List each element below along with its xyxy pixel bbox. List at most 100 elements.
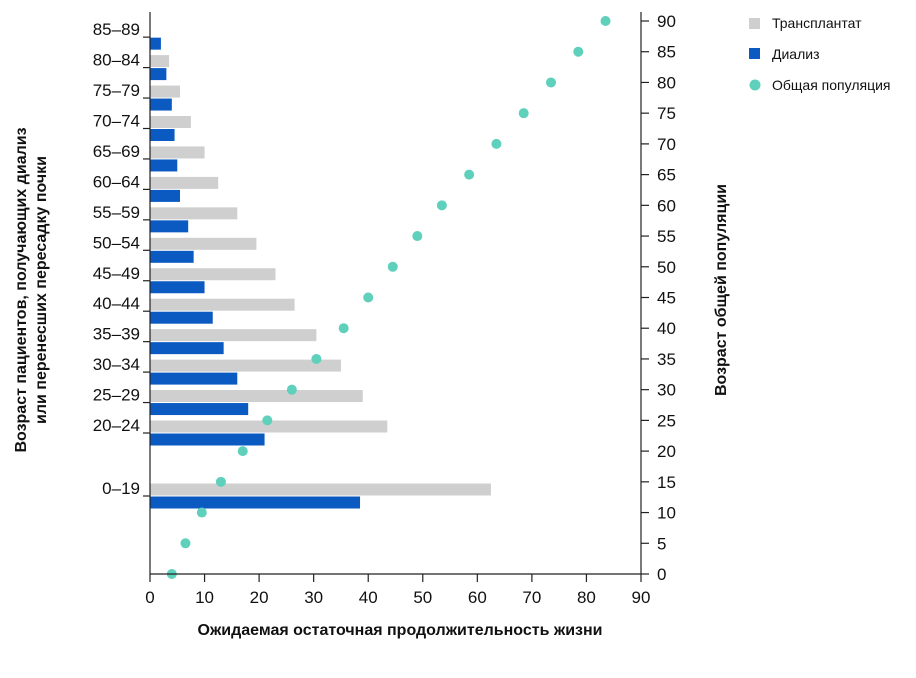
general-population-point-15 (215, 476, 226, 487)
right-y-tick-label-6: 30 (657, 381, 676, 400)
right-y-tick-label-16: 80 (657, 73, 676, 92)
right-y-tick-label-13: 65 (657, 166, 676, 185)
bar-dialysis-12 (150, 98, 172, 111)
general-population-point-8 (387, 261, 398, 272)
legend-swatch-transplant (749, 18, 760, 29)
general-population-point-13 (262, 415, 273, 426)
bar-transplant-2 (150, 390, 363, 403)
legend-label-general-population: Общая популяция (772, 77, 891, 93)
x-tick-label-0: 0 (145, 588, 154, 607)
bars-layer (150, 37, 491, 509)
legend: Трансплантат Диализ Общая популяция (749, 15, 891, 93)
general-population-point-6 (436, 200, 447, 211)
category-label-1: 20–24 (93, 416, 140, 435)
bar-dialysis-0 (150, 496, 361, 509)
category-label-8: 55–59 (93, 203, 140, 222)
x-tick-label-7: 70 (522, 588, 541, 607)
right-y-tick-label-1: 5 (657, 534, 666, 553)
right-y-tick-label-15: 75 (657, 104, 676, 123)
right-axis-title: Возраст общей популяции (713, 184, 730, 396)
axes-layer: 0 10 20 30 40 50 60 70 80 90 0 5 10 15 20 25 30 35 40 45 50 5… (93, 12, 676, 607)
right-y-tick-label-5: 25 (657, 411, 676, 430)
category-label-13: 80–84 (93, 51, 140, 70)
bar-transplant-11 (150, 116, 191, 128)
general-population-point-9 (363, 292, 374, 303)
category-label-14: 85–89 (93, 20, 140, 39)
general-population-point-12 (286, 384, 297, 395)
x-tick-label-6: 60 (468, 588, 487, 607)
x-tick-label-3: 30 (304, 588, 323, 607)
bar-dialysis-13 (150, 68, 167, 81)
bar-transplant-1 (150, 420, 388, 433)
general-population-point-16 (196, 507, 207, 518)
legend-marker-general-population (749, 79, 761, 91)
general-population-point-4 (491, 138, 502, 149)
category-label-4: 35–39 (93, 325, 140, 344)
general-population-point-17 (180, 538, 191, 549)
right-y-tick-label-12: 60 (657, 196, 676, 215)
bar-transplant-13 (150, 55, 170, 68)
category-label-12: 75–79 (93, 81, 140, 100)
general-population-point-1 (573, 46, 584, 57)
general-population-point-2 (545, 77, 556, 88)
bar-dialysis-3 (150, 372, 238, 385)
right-y-tick-label-3: 15 (657, 473, 676, 492)
bar-dialysis-6 (150, 281, 205, 294)
category-label-3: 30–34 (93, 355, 140, 374)
right-y-tick-label-11: 55 (657, 227, 676, 246)
general-population-point-10 (338, 323, 349, 334)
bar-transplant-4 (150, 329, 317, 342)
general-population-point-7 (412, 231, 423, 242)
category-label-0: 0–19 (102, 479, 140, 498)
left-axis-title: Возраст пациентов, получающих диализ или… (13, 127, 50, 452)
right-y-tick-label-17: 85 (657, 43, 676, 62)
bar-transplant-6 (150, 268, 276, 281)
right-y-tick-label-8: 40 (657, 319, 676, 338)
right-y-tick-label-9: 45 (657, 289, 676, 308)
bar-dialysis-9 (150, 189, 181, 202)
general-population-point-0 (600, 16, 611, 26)
x-tick-label-4: 40 (359, 588, 378, 607)
bar-dialysis-4 (150, 342, 224, 355)
x-tick-label-1: 10 (195, 588, 214, 607)
bar-transplant-7 (150, 237, 257, 250)
category-label-11: 70–74 (93, 112, 140, 131)
category-label-5: 40–44 (93, 294, 140, 313)
general-population-point-14 (237, 446, 248, 457)
bar-dialysis-10 (150, 159, 178, 172)
right-y-tick-label-10: 50 (657, 258, 676, 277)
right-y-tick-label-18: 90 (657, 12, 676, 31)
bar-dialysis-2 (150, 403, 249, 416)
scatter-points-layer (166, 16, 611, 579)
legend-label-dialysis: Диализ (772, 46, 820, 62)
bar-transplant-3 (150, 359, 341, 372)
bar-dialysis-1 (150, 433, 265, 446)
category-label-7: 50–54 (93, 233, 140, 252)
bar-dialysis-5 (150, 311, 213, 324)
bar-dialysis-7 (150, 250, 194, 263)
bar-transplant-5 (150, 298, 295, 311)
x-tick-label-2: 20 (250, 588, 269, 607)
right-y-tick-label-2: 10 (657, 504, 676, 523)
category-label-6: 45–49 (93, 264, 140, 283)
legend-swatch-dialysis (749, 48, 760, 59)
x-tick-label-5: 50 (413, 588, 432, 607)
bar-transplant-9 (150, 176, 219, 189)
bar-dialysis-11 (150, 129, 175, 141)
general-population-point-11 (311, 353, 322, 364)
left-axis-title-line-1: Возраст пациентов, получающих диализ (13, 127, 30, 452)
right-y-tick-label-7: 35 (657, 350, 676, 369)
bar-transplant-0 (150, 483, 491, 496)
general-population-point-3 (518, 108, 529, 119)
right-y-tick-label-14: 70 (657, 135, 676, 154)
category-label-10: 65–69 (93, 142, 140, 161)
category-label-2: 25–29 (93, 386, 140, 405)
bar-dialysis-14 (150, 37, 161, 50)
right-y-tick-label-0: 0 (657, 565, 666, 584)
x-tick-label-9: 90 (632, 588, 651, 607)
x-axis-title: Ожидаемая остаточная продолжительность ж… (198, 622, 603, 639)
bar-transplant-8 (150, 207, 238, 220)
legend-label-transplant: Трансплантат (772, 15, 862, 31)
bar-transplant-12 (150, 85, 181, 98)
bar-transplant-10 (150, 146, 205, 159)
